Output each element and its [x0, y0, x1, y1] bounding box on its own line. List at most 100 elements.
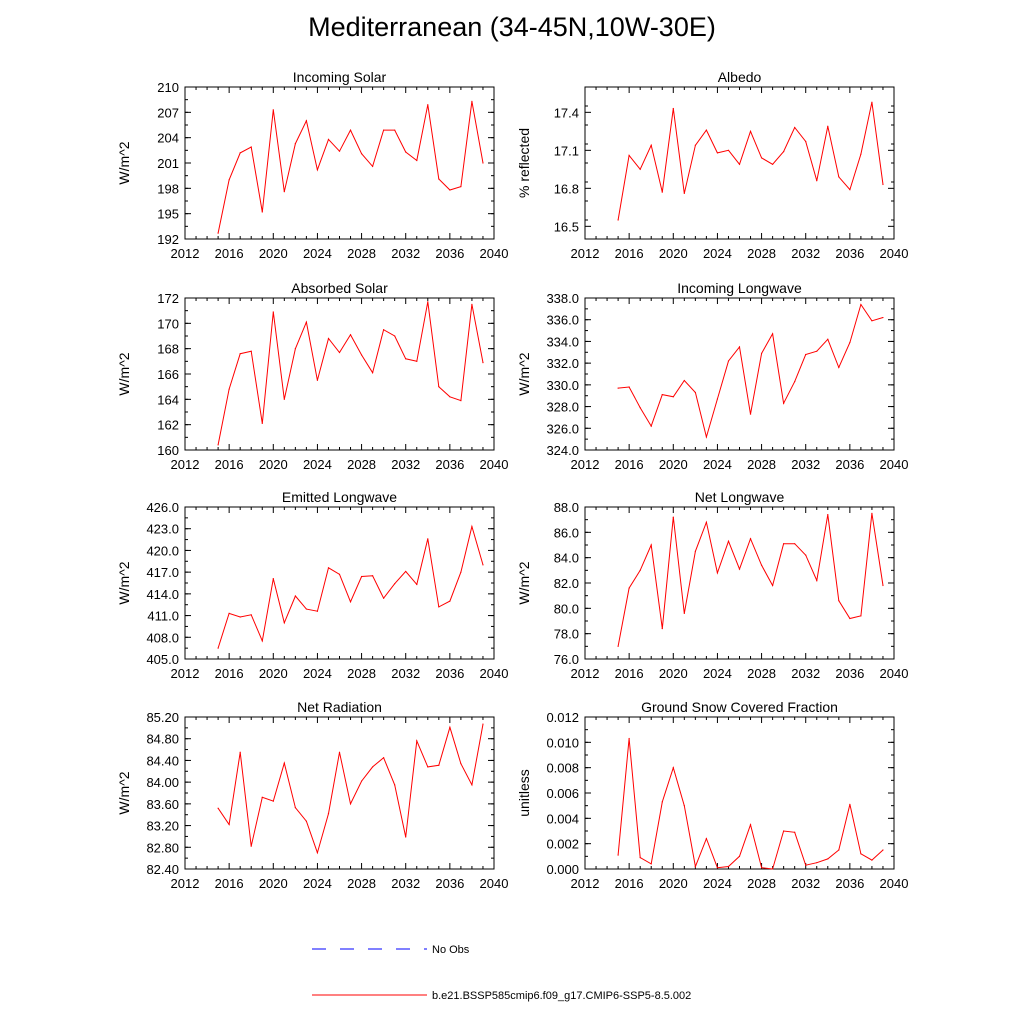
y-axis-label: W/m^2	[116, 352, 132, 395]
x-tick-label: 2012	[171, 666, 200, 681]
data-point	[261, 640, 263, 642]
data-point	[705, 521, 707, 523]
data-point	[261, 796, 263, 798]
data-point	[427, 766, 429, 768]
x-tick-label: 2036	[435, 666, 464, 681]
data-point	[327, 567, 330, 569]
data-point	[383, 757, 385, 759]
x-tick-label: 2028	[347, 246, 376, 261]
data-point	[294, 142, 296, 145]
series-line	[617, 102, 884, 221]
x-tick-label: 2028	[347, 457, 376, 472]
data-point	[816, 862, 818, 864]
y-tick-label: 426.0	[146, 500, 179, 515]
data-point	[705, 129, 707, 131]
x-tick-label: 2024	[703, 666, 732, 681]
data-point	[261, 422, 263, 424]
data-point	[816, 579, 818, 582]
plot-frame	[184, 297, 495, 451]
panel-5: Emitted Longwave W/m^2 2012 2016 2020 2024 202…	[116, 489, 508, 681]
data-point	[661, 801, 663, 803]
x-tick-label: 2024	[703, 457, 732, 472]
data-point	[716, 398, 719, 400]
data-point	[449, 726, 451, 728]
data-point	[838, 366, 840, 369]
y-tick-label: 88.0	[554, 500, 579, 515]
data-point	[338, 351, 341, 354]
y-tick-label: 0.000	[546, 862, 579, 877]
y-tick-label: 330.0	[546, 378, 579, 393]
data-point	[482, 564, 484, 566]
data-point	[261, 211, 263, 213]
data-point	[228, 823, 230, 826]
y-tick-label: 201	[157, 156, 179, 171]
x-tick-label: 2032	[791, 457, 820, 472]
data-point	[882, 849, 884, 851]
x-tick-label: 2024	[703, 246, 732, 261]
data-point	[860, 853, 862, 855]
data-point	[272, 109, 274, 111]
panel-8: Ground Snow Covered Fraction unitless 2012…	[516, 699, 908, 891]
y-tick-label: 408.0	[146, 630, 179, 645]
data-point	[794, 126, 796, 129]
data-point	[694, 144, 696, 146]
series-line	[617, 738, 884, 870]
data-point	[827, 125, 829, 127]
data-point	[394, 129, 396, 131]
data-point	[250, 845, 252, 847]
x-tick-label: 2032	[391, 457, 420, 472]
data-point	[827, 514, 829, 516]
x-tick-label: 2040	[880, 876, 909, 891]
panel-title: Emitted Longwave	[282, 489, 397, 505]
data-point	[794, 381, 796, 383]
series-line	[217, 724, 484, 855]
data-point	[217, 232, 219, 234]
data-point	[482, 723, 484, 725]
data-point	[305, 321, 307, 323]
x-tick-label: 2032	[791, 876, 820, 891]
x-tick-label: 2016	[215, 246, 244, 261]
data-point	[738, 346, 741, 348]
data-point	[871, 859, 873, 861]
plot-frame	[584, 297, 895, 451]
data-point	[772, 163, 774, 165]
x-tick-label: 2032	[391, 876, 420, 891]
y-tick-label: 207	[157, 105, 179, 120]
data-point	[349, 334, 352, 336]
x-tick-label: 2028	[747, 457, 776, 472]
panel-6: Net Longwave W/m^2 2012 2016 2020 2024 2028 203…	[516, 489, 908, 681]
y-tick-label: 0.010	[546, 735, 579, 750]
y-tick-label: 411.0	[147, 609, 179, 624]
data-point	[783, 402, 785, 404]
data-point	[349, 601, 352, 603]
data-point	[460, 186, 462, 188]
y-axis-label: W/m^2	[116, 141, 132, 184]
y-tick-label: 338.0	[546, 291, 579, 306]
y-tick-label: 78.0	[554, 627, 579, 642]
data-point	[383, 329, 385, 331]
data-point	[760, 352, 763, 354]
data-point	[338, 751, 341, 753]
x-tick-label: 2036	[835, 666, 864, 681]
data-point	[827, 338, 829, 340]
data-point	[683, 379, 685, 382]
main-title: Mediterranean (34-45N,10W-30E)	[308, 12, 716, 42]
x-tick-label: 2032	[391, 246, 420, 261]
data-point	[228, 179, 230, 181]
data-point	[327, 813, 330, 815]
data-point	[294, 595, 296, 597]
data-point	[772, 333, 774, 335]
x-tick-label: 2028	[747, 666, 776, 681]
data-point	[749, 130, 752, 132]
data-point	[772, 584, 774, 587]
y-tick-label: 0.008	[546, 761, 579, 776]
x-tick-label: 2016	[615, 246, 644, 261]
data-point	[372, 766, 374, 768]
data-point	[217, 807, 219, 809]
data-point	[849, 617, 851, 620]
data-point	[471, 525, 473, 528]
data-point	[239, 616, 241, 618]
data-point	[305, 608, 307, 610]
y-tick-label: 172	[157, 291, 179, 306]
